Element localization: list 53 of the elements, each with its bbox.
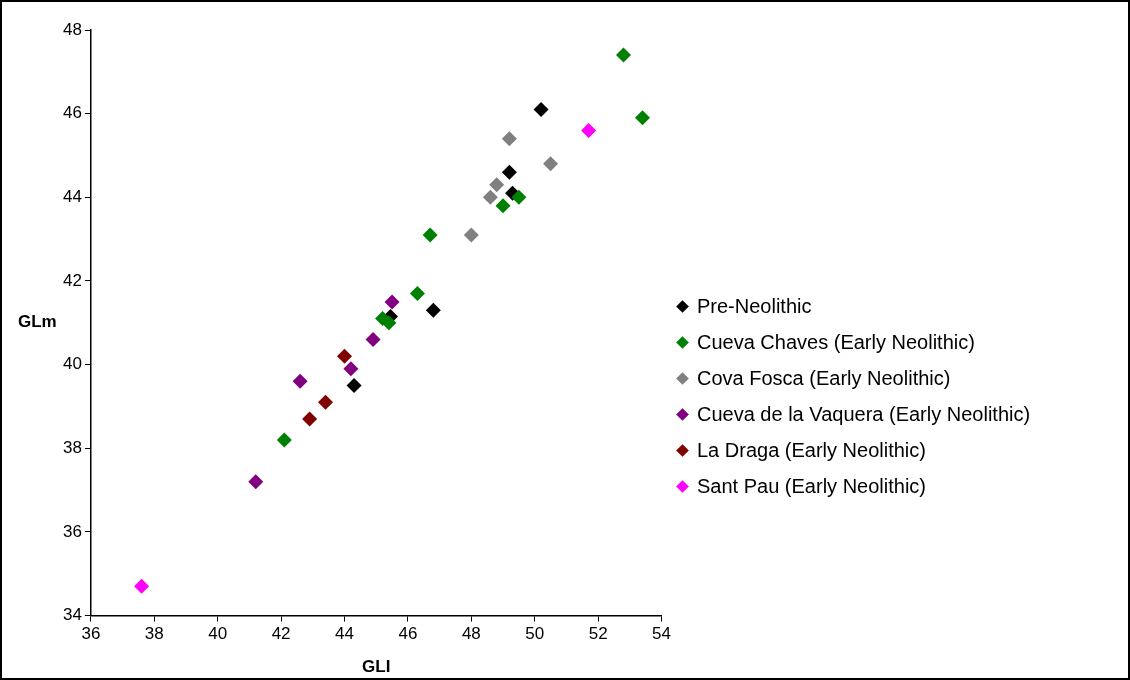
- legend-label: Cueva Chaves (Early Neolithic): [697, 330, 975, 354]
- point: [616, 47, 631, 63]
- legend-label: Pre-Neolithic: [697, 294, 812, 318]
- point: [422, 227, 438, 243]
- point: [343, 361, 359, 377]
- point: [134, 578, 150, 594]
- x-tick-label: 46: [398, 624, 418, 644]
- point: [463, 227, 479, 243]
- y-tick-label: 36: [62, 521, 82, 541]
- legend-label: Sant Pau (Early Neolithic): [697, 474, 926, 498]
- point: [533, 101, 549, 117]
- point: [365, 332, 381, 348]
- y-tick-label: 42: [62, 270, 82, 290]
- y-tick-label: 46: [62, 103, 82, 123]
- point: [381, 315, 397, 331]
- point: [489, 177, 505, 193]
- point: [581, 122, 597, 138]
- y-tick-label: 34: [62, 605, 82, 625]
- point: [501, 164, 517, 180]
- x-tick-label: 52: [588, 624, 608, 644]
- point: [425, 302, 441, 318]
- point: [495, 198, 511, 214]
- y-tick-label: 48: [62, 19, 82, 39]
- point: [409, 286, 425, 302]
- point: [635, 110, 651, 126]
- y-axis-title: GLm: [18, 312, 57, 332]
- legend-label: Cueva de la Vaquera (Early Neolithic): [697, 402, 1031, 426]
- point: [511, 189, 527, 205]
- point: [501, 131, 517, 147]
- x-tick-label: 38: [144, 624, 164, 644]
- point: [337, 348, 353, 364]
- point: [384, 294, 400, 310]
- y-tick-label: 38: [62, 437, 82, 457]
- x-tick-label: 36: [81, 624, 101, 644]
- y-tick-label: 40: [62, 354, 82, 374]
- point: [346, 378, 362, 394]
- point: [543, 156, 559, 172]
- point: [482, 189, 498, 205]
- x-tick-label: 54: [652, 624, 672, 644]
- x-tick-label: 44: [335, 624, 354, 644]
- x-tick-label: 50: [525, 624, 545, 644]
- point: [318, 394, 333, 410]
- x-tick-label: 42: [271, 624, 291, 644]
- point: [302, 411, 318, 427]
- x-tick-label: 48: [461, 624, 481, 644]
- point: [276, 432, 292, 448]
- legend-label: Cova Fosca (Early Neolithic): [697, 366, 951, 390]
- x-axis-title: GLI: [362, 657, 391, 677]
- point: [248, 474, 264, 490]
- legend-label: La Draga (Early Neolithic): [697, 438, 926, 462]
- point: [292, 373, 308, 389]
- x-tick-label: 40: [208, 624, 228, 644]
- y-tick-label: 44: [62, 187, 82, 206]
